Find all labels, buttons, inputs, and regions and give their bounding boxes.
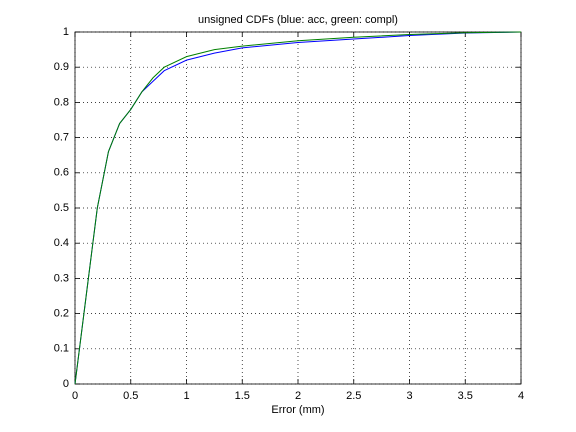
x-tick-label: 2 <box>295 390 301 402</box>
y-tick-label: 0.7 <box>54 132 69 144</box>
x-tick-label: 4 <box>518 390 524 402</box>
y-tick-label: 0 <box>63 378 69 390</box>
y-tick-label: 0.4 <box>54 237 69 249</box>
y-tick-label: 0.2 <box>54 308 69 320</box>
y-tick-label: 0.5 <box>54 202 69 214</box>
y-tick-label: 1 <box>63 26 69 38</box>
y-tick-label: 0.1 <box>54 343 69 355</box>
x-axis-label: Error (mm) <box>271 404 324 416</box>
y-tick-label: 0.9 <box>54 61 69 73</box>
plot-frame <box>74 31 522 385</box>
chart-title: unsigned CDFs (blue: acc, green: compl) <box>198 14 398 26</box>
series-line <box>74 31 522 385</box>
y-tick-label: 0.3 <box>54 272 69 284</box>
x-tick-label: 2.5 <box>346 390 361 402</box>
x-tick-label: 0.5 <box>123 390 138 402</box>
y-tick-label: 0.8 <box>54 96 69 108</box>
x-tick-label: 0 <box>72 390 78 402</box>
x-tick-label: 1 <box>183 390 189 402</box>
x-tick-label: 3.5 <box>458 390 473 402</box>
x-tick-label: 3 <box>406 390 412 402</box>
x-tick-label: 1.5 <box>235 390 250 402</box>
y-tick-label: 0.6 <box>54 167 69 179</box>
